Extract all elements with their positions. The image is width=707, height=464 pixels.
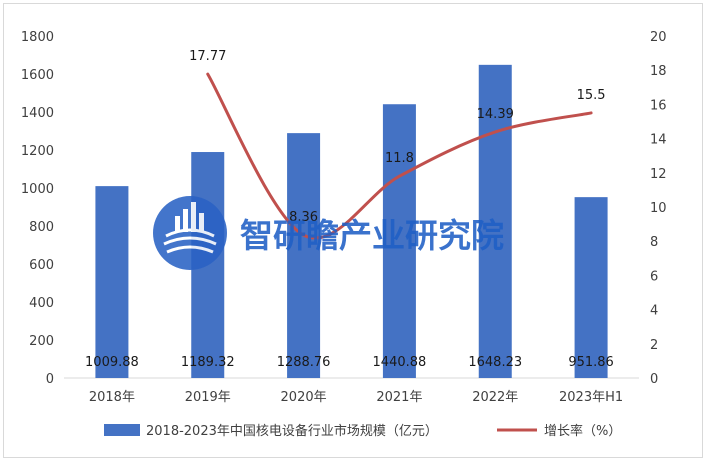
right-axis-tick-label: 18 — [650, 64, 667, 79]
bar — [382, 104, 416, 379]
line-data-label: 11.8 — [385, 151, 414, 166]
line-data-label: 8.36 — [289, 210, 318, 225]
left-axis-tick-label: 1600 — [21, 68, 54, 83]
bar — [287, 133, 321, 378]
legend-line-label: 增长率（%） — [544, 423, 621, 439]
growth-rate-line — [206, 72, 593, 240]
left-axis-tick-label: 1000 — [21, 182, 54, 197]
line-data-labels: 17.77 8.36 11.8 14.39 15.5 — [189, 49, 605, 225]
x-axis-tick-label: 2021年 — [376, 390, 422, 405]
right-axis-tick-label: 14 — [650, 133, 667, 148]
line-data-label: 15.5 — [577, 88, 606, 103]
bar-data-label: 1648.23 — [468, 355, 522, 370]
right-axis-tick-label: 8 — [650, 235, 658, 250]
right-axis-tick-label: 10 — [650, 201, 667, 216]
bar — [574, 197, 608, 378]
chart-svg: 0 200 400 600 800 1000 1200 1400 1600 1800 0 2 4 6 8 10… — [21, 30, 667, 439]
left-axis-tick-label: 1200 — [21, 144, 54, 159]
bar-data-label: 951.86 — [568, 355, 614, 370]
x-axis-tick-label: 2023年H1 — [559, 390, 623, 405]
legend: 2018-2023年中国核电设备行业市场规模（亿元） 增长率（%） — [104, 423, 621, 439]
right-axis-tick-label: 0 — [650, 372, 658, 387]
chart-frame: 0 200 400 600 800 1000 1200 1400 1600 1800 0 2 4 6 8 10… — [3, 3, 703, 458]
bar-data-labels: 1009.88 1189.32 1288.76 1440.88 1648.23 951.8… — [85, 355, 614, 370]
left-axis-tick-label: 200 — [29, 334, 54, 349]
watermark-text: 智研瞻产业研究院 — [240, 216, 504, 255]
left-axis-tick-label: 0 — [46, 372, 54, 387]
right-axis-tick-label: 6 — [650, 269, 658, 284]
line-data-label: 14.39 — [477, 107, 514, 122]
x-axis-tick-label: 2018年 — [89, 390, 135, 405]
line-series — [206, 72, 593, 240]
bar-series — [95, 64, 608, 379]
line-data-label: 17.77 — [189, 49, 226, 64]
bar-data-label: 1189.32 — [181, 355, 235, 370]
right-axis-tick-label: 20 — [650, 30, 667, 45]
left-axis-tick-label: 800 — [29, 220, 54, 235]
x-axis-tick-label: 2020年 — [281, 390, 327, 405]
bar — [478, 64, 512, 378]
x-axis-tick-label: 2022年 — [472, 390, 518, 405]
left-axis-tick-label: 1400 — [21, 106, 54, 121]
watermark-logo-icon — [153, 196, 227, 270]
watermark: 智研瞻产业研究院 — [153, 196, 504, 270]
bar-data-label: 1288.76 — [277, 355, 331, 370]
legend-bar-swatch — [104, 424, 140, 436]
x-axis-tick-label: 2019年 — [185, 390, 231, 405]
right-axis-tick-label: 4 — [650, 304, 658, 319]
bar-data-label: 1009.88 — [85, 355, 139, 370]
right-axis-tick-label: 2 — [650, 338, 658, 353]
right-axis-tick-label: 16 — [650, 98, 667, 113]
axes: 0 200 400 600 800 1000 1200 1400 1600 1800 0 2 4 6 8 10… — [21, 30, 667, 405]
legend-bar-label: 2018-2023年中国核电设备行业市场规模（亿元） — [146, 423, 438, 439]
left-axis-tick-label: 1800 — [21, 30, 54, 45]
left-axis-tick-label: 600 — [29, 258, 54, 273]
bar — [95, 186, 129, 378]
bar-data-label: 1440.88 — [373, 355, 427, 370]
right-axis-tick-label: 12 — [650, 167, 667, 182]
left-axis-tick-label: 400 — [29, 296, 54, 311]
